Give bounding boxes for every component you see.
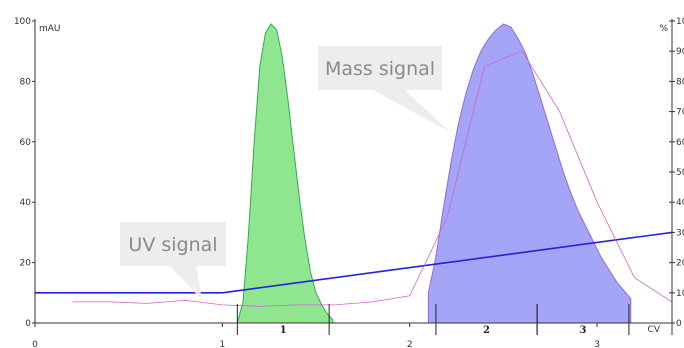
series-line-3 <box>72 50 673 307</box>
y-right-tick-label-40: 40 <box>676 198 684 208</box>
y-right-tick-label-50: 50 <box>676 168 684 178</box>
x-tick-label-2: 2 <box>407 340 413 348</box>
y-left-tick-label-40: 40 <box>20 198 32 208</box>
x-tick-label-1: 1 <box>219 340 225 348</box>
series-area-1 <box>427 23 632 324</box>
y-left-tick-label-0: 0 <box>25 319 31 329</box>
y-left-tick-label-20: 20 <box>20 259 32 269</box>
callout-box-0 <box>318 46 450 132</box>
fraction-label-3: 3 <box>580 325 587 336</box>
fraction-label-2: 2 <box>483 325 490 336</box>
fraction-label-1: 1 <box>280 325 287 336</box>
callout-box-1 <box>120 222 226 300</box>
y-right-tick-label-60: 60 <box>676 138 684 148</box>
y-left-tick-label-60: 60 <box>20 138 32 148</box>
y-right-tick-label-90: 90 <box>676 47 684 57</box>
series-line-2 <box>35 231 673 294</box>
x-axis-label: CV <box>648 325 661 335</box>
y-right-tick-label-100: 100 <box>676 17 684 27</box>
y-right-tick-label-70: 70 <box>676 108 684 118</box>
y-left-tick-label-100: 100 <box>14 17 31 27</box>
x-tick-label-3: 3 <box>594 340 600 348</box>
series-area-0 <box>236 23 334 324</box>
y-axis-right-label: % <box>659 24 668 34</box>
callout-text-0: Mass signal <box>325 58 435 80</box>
y-right-tick-label-30: 30 <box>676 228 684 238</box>
y-right-tick-label-80: 80 <box>676 77 684 87</box>
y-right-tick-label-10: 10 <box>676 289 684 299</box>
y-axis-left-label: mAU <box>39 24 61 34</box>
y-left-tick-label-80: 80 <box>20 77 32 87</box>
x-tick-label-0: 0 <box>32 340 38 348</box>
callout-text-1: UV signal <box>128 234 217 256</box>
y-right-tick-label-0: 0 <box>676 319 682 329</box>
y-right-tick-label-20: 20 <box>676 259 684 269</box>
